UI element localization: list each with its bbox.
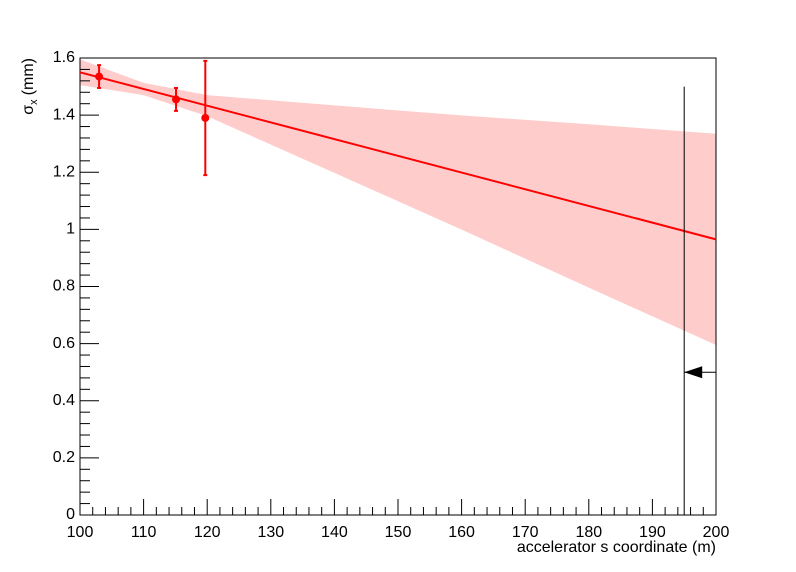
y-tick-label: 0.2 [53, 449, 75, 466]
x-tick-label: 130 [257, 524, 284, 541]
x-axis-label: accelerator s coordinate (m) [517, 539, 716, 556]
y-label-subscript: x [28, 99, 40, 105]
y-axis-label: σx (mm) [20, 58, 40, 115]
y-tick-label: 0.6 [53, 335, 75, 352]
x-tick-label: 140 [321, 524, 348, 541]
x-tick-label: 100 [67, 524, 94, 541]
data-point [201, 113, 210, 122]
data-point [95, 72, 104, 81]
data-point [172, 95, 181, 104]
fit-line [79, 71, 717, 241]
x-tick-label: 120 [194, 524, 221, 541]
y-label-symbol: σ [20, 105, 37, 115]
y-tick-label: 0.8 [53, 278, 75, 295]
confidence-band [80, 59, 716, 346]
y-tick-label: 0.4 [53, 392, 75, 409]
x-tick-label: 110 [131, 524, 157, 541]
y-tick-label: 0 [66, 506, 75, 523]
y-tick-label: 1.2 [53, 163, 75, 180]
x-tick-label: 160 [448, 524, 475, 541]
y-tick-label: 1 [66, 221, 75, 238]
y-tick-label: 1.6 [53, 49, 75, 66]
y-label-unit: (mm) [20, 58, 37, 95]
x-tick-label: 150 [385, 524, 412, 541]
x-tick-label: 200 [703, 524, 730, 541]
cut-arrow-head [684, 366, 703, 379]
x-tick-label: 170 [512, 524, 539, 541]
x-tick-label: 190 [639, 524, 666, 541]
y-tick-label: 1.4 [53, 106, 75, 123]
x-tick-label: 180 [575, 524, 602, 541]
